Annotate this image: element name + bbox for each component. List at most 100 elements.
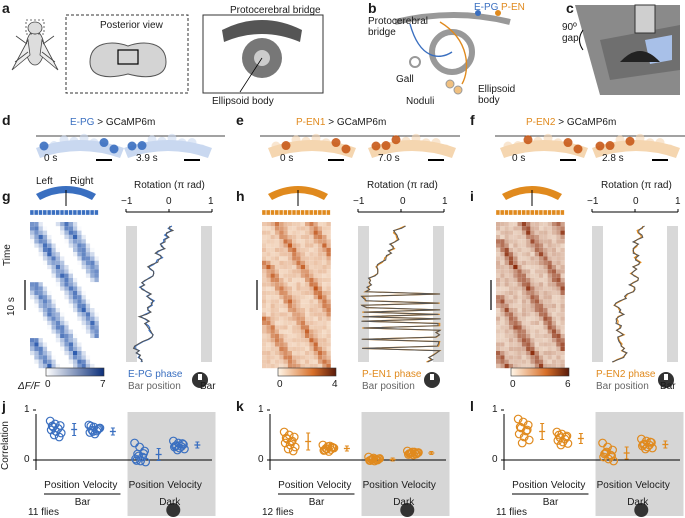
title-f: P-EN2 > GCaMP6m bbox=[526, 117, 616, 128]
data-point bbox=[639, 440, 648, 449]
category-label: Position bbox=[44, 480, 80, 491]
dark-icon bbox=[166, 503, 181, 517]
title-f-suffix: > GCaMP6m bbox=[555, 117, 617, 128]
posterior-view-box bbox=[65, 14, 189, 94]
bar-g: Bar position bbox=[128, 381, 181, 392]
category-label: Position bbox=[512, 480, 548, 491]
title-d-line: E-PG bbox=[70, 117, 95, 128]
panel-letter-f: f bbox=[470, 112, 475, 128]
noduli-label: Noduli bbox=[406, 96, 435, 107]
imaging-frame bbox=[500, 133, 588, 161]
data-point bbox=[169, 442, 179, 452]
data-point bbox=[86, 421, 96, 431]
pb-label: Protocerebral bridge bbox=[230, 5, 321, 16]
panel-letter-b: b bbox=[368, 0, 377, 16]
data-point bbox=[600, 449, 609, 459]
rotation-plot bbox=[125, 209, 213, 388]
ytick-0: 0 bbox=[492, 454, 498, 465]
time-f1: 0 s bbox=[512, 153, 526, 164]
cb-min-g: 0 bbox=[45, 379, 51, 390]
data-point bbox=[168, 436, 178, 446]
heatmap bbox=[256, 186, 331, 369]
tick-g-2: 0 bbox=[166, 196, 172, 207]
category-label: Velocity bbox=[82, 480, 118, 491]
correlation-plot-l bbox=[501, 409, 684, 517]
data-point bbox=[515, 422, 525, 432]
panel-letter-l: l bbox=[470, 398, 474, 414]
panel-letter-j: j bbox=[2, 398, 6, 414]
group-label-dark: Dark bbox=[159, 497, 181, 508]
data-point bbox=[368, 454, 378, 464]
data-point bbox=[638, 441, 647, 451]
flies-count: 11 flies bbox=[496, 507, 527, 518]
ylabel-j: Correlation bbox=[0, 421, 11, 470]
tick-h-2: 0 bbox=[400, 196, 406, 207]
group-label-dark: Dark bbox=[627, 497, 649, 508]
data-point bbox=[47, 421, 57, 431]
data-point bbox=[554, 430, 564, 440]
rot-title-g: Rotation (π rad) bbox=[134, 180, 205, 191]
cb-min-i: 0 bbox=[510, 379, 516, 390]
data-point bbox=[410, 447, 419, 457]
imaging-frame bbox=[36, 133, 124, 161]
data-point bbox=[54, 432, 64, 442]
panel-letter-k: k bbox=[236, 398, 244, 414]
cb-min-h: 0 bbox=[277, 379, 283, 390]
bar-i: Bar position bbox=[596, 381, 649, 392]
cb-max-g: 7 bbox=[100, 379, 106, 390]
rotation-plot bbox=[591, 209, 679, 388]
heatmap bbox=[24, 186, 99, 369]
cb-label-g: ΔF/F bbox=[18, 381, 40, 392]
flies-count: 12 flies bbox=[262, 507, 294, 518]
ytick-1: 1 bbox=[258, 404, 264, 415]
group-label-bar: Bar bbox=[308, 497, 325, 508]
title-f-line: P-EN2 bbox=[526, 117, 556, 128]
dark-icon bbox=[400, 503, 415, 517]
data-point bbox=[366, 456, 376, 465]
time-e1: 0 s bbox=[280, 153, 294, 164]
panel-letter-a: a bbox=[2, 0, 10, 16]
data-point bbox=[325, 441, 335, 451]
time-d1: 0 s bbox=[44, 153, 58, 164]
tick-i-1: −1 bbox=[587, 196, 599, 207]
data-point bbox=[90, 429, 100, 439]
time-e2: 7.0 s bbox=[378, 153, 400, 164]
data-point bbox=[641, 444, 650, 454]
data-point bbox=[518, 417, 528, 427]
title-d: E-PG > GCaMP6m bbox=[70, 117, 155, 128]
group-label-dark: Dark bbox=[393, 497, 415, 508]
bar-word-i: Bar bbox=[660, 381, 676, 392]
arena-drawing bbox=[575, 4, 680, 95]
data-point bbox=[46, 425, 56, 435]
category-label: Velocity bbox=[550, 480, 586, 491]
data-point bbox=[553, 436, 563, 445]
tick-h-3: 1 bbox=[442, 196, 448, 207]
pb-shape bbox=[222, 20, 302, 42]
phase-g: E-PG phase bbox=[128, 369, 183, 380]
data-point bbox=[139, 449, 149, 458]
panel-letter-e: e bbox=[236, 112, 244, 128]
panel-letter-i: i bbox=[470, 188, 474, 204]
phase-h: P-EN1 phase bbox=[362, 369, 422, 380]
bar-word-g: Bar bbox=[200, 381, 216, 392]
time-label: Time bbox=[2, 244, 13, 266]
data-point bbox=[516, 423, 526, 433]
scale-label: 10 s bbox=[6, 297, 17, 316]
pen-label: P-EN bbox=[501, 2, 525, 13]
data-point bbox=[371, 455, 381, 464]
eb-label-b: Ellipsoid body bbox=[478, 84, 516, 106]
data-point bbox=[49, 430, 59, 440]
tick-i-3: 1 bbox=[675, 196, 681, 207]
pb-label-b: Protocerebral bridge bbox=[368, 16, 429, 38]
group-label-bar: Bar bbox=[542, 497, 559, 508]
data-point bbox=[136, 456, 146, 466]
data-point bbox=[170, 441, 180, 451]
brain-zoom-box bbox=[117, 49, 139, 65]
brain-outline bbox=[89, 42, 167, 78]
tick-g-3: 1 bbox=[208, 196, 214, 207]
circuit-diagram bbox=[394, 10, 511, 95]
category-label: Velocity bbox=[316, 480, 352, 491]
dark-region bbox=[595, 412, 684, 516]
rot-title-h: Rotation (π rad) bbox=[367, 180, 438, 191]
correlation-plot-j bbox=[33, 409, 216, 517]
